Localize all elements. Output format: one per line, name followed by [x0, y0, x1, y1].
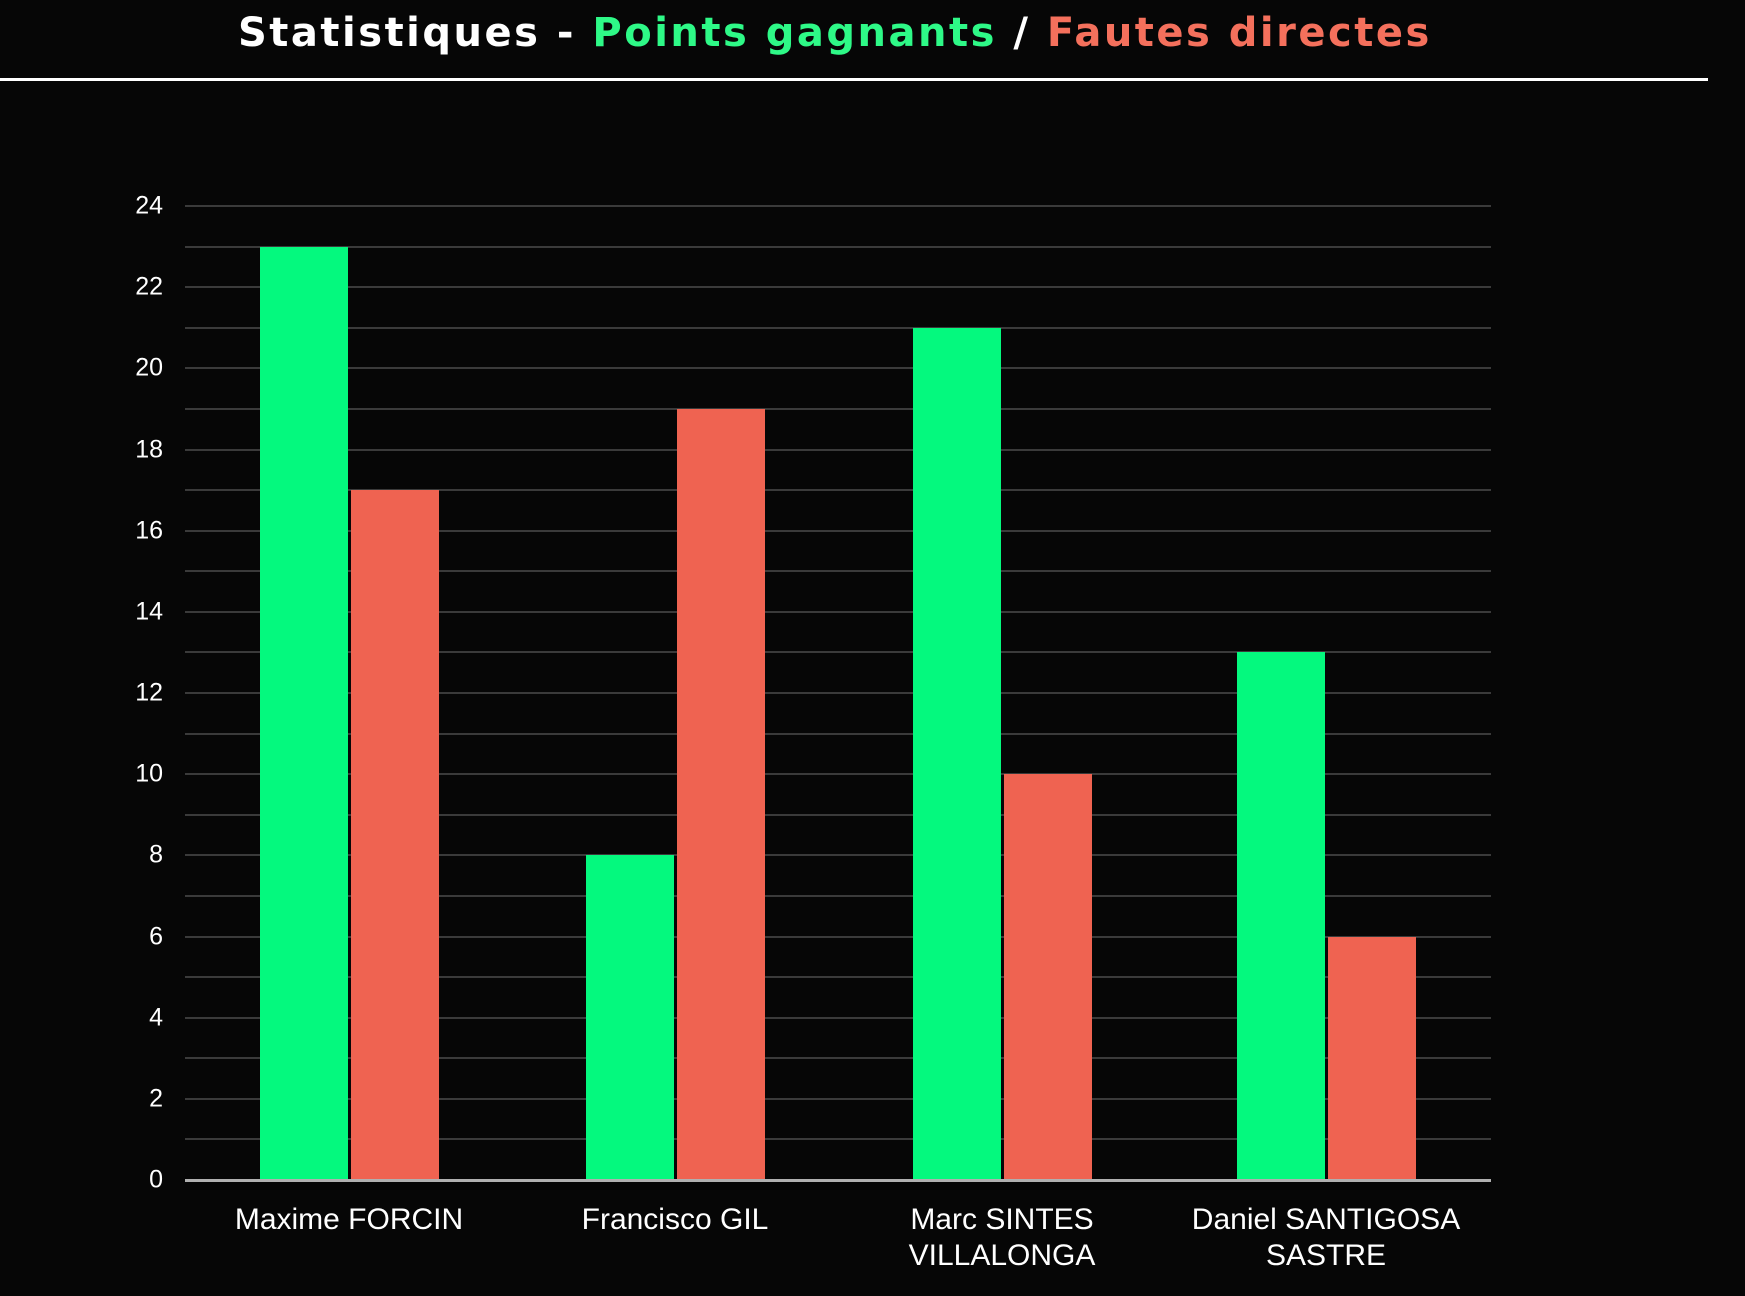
gridline-y9 [185, 813, 1491, 816]
x-category-label-line: VILLALONGA [908, 1239, 1096, 1272]
gridline-y5 [185, 976, 1491, 979]
gridline-y19 [185, 407, 1491, 410]
y-tick-label-18: 18 [135, 435, 163, 463]
y-tick-label-22: 22 [135, 272, 163, 301]
gridline-y6 [185, 935, 1491, 938]
y-tick-label-14: 14 [135, 597, 163, 626]
gridline-y15 [185, 570, 1491, 573]
title-slash: / [996, 10, 1047, 56]
y-tick-label-6: 6 [149, 922, 163, 950]
gridline-y21 [185, 326, 1491, 329]
title-prefix: Statistiques - [238, 10, 593, 56]
x-category-label-line: Maxime FORCIN [234, 1203, 464, 1236]
y-tick-label-0: 0 [149, 1165, 163, 1194]
x-category-label-2: Francisco GIL [465, 1202, 885, 1238]
title-rule [0, 78, 1708, 81]
gridline-y3 [185, 1057, 1491, 1060]
gridline-y24 [185, 205, 1491, 207]
x-category-label-1: Maxime FORCIN [139, 1202, 559, 1238]
x-category-label-line: SASTRE [1265, 1239, 1387, 1272]
gridline-y16 [185, 529, 1491, 532]
bar-fautes-directes-1 [350, 490, 439, 1180]
gridline-y18 [185, 448, 1491, 451]
y-tick-label-20: 20 [135, 353, 163, 382]
bar-fautes-directes-4 [1327, 936, 1416, 1180]
y-tick-label-4: 4 [149, 1003, 163, 1032]
y-tick-label-16: 16 [135, 516, 163, 545]
y-tick-label-24: 24 [135, 191, 163, 220]
gridline-y23 [185, 245, 1491, 248]
x-axis-line [185, 1179, 1491, 1182]
chart-title: Statistiques - Points gagnants / Fautes … [238, 10, 1432, 56]
bar-points-gagnants-3 [912, 327, 1001, 1180]
gridline-y11 [185, 732, 1491, 735]
y-tick-label-12: 12 [135, 678, 163, 707]
gridline-y10 [185, 773, 1491, 776]
gridline-y12 [185, 692, 1491, 694]
gridline-y20 [185, 367, 1491, 370]
gridline-y14 [185, 610, 1491, 613]
gridline-y1 [185, 1138, 1491, 1141]
gridline-y13 [185, 651, 1491, 654]
bar-fautes-directes-2 [676, 408, 765, 1180]
bar-points-gagnants-4 [1236, 652, 1325, 1180]
y-tick-label-2: 2 [149, 1084, 163, 1113]
bar-points-gagnants-1 [259, 246, 348, 1180]
gridline-y4 [185, 1016, 1491, 1019]
y-tick-label-10: 10 [135, 759, 163, 788]
x-category-label-line: Marc SINTES [910, 1203, 1094, 1236]
y-tick-label-8: 8 [149, 840, 163, 869]
gridline-y7 [185, 894, 1491, 897]
bar-fautes-directes-3 [1003, 774, 1092, 1180]
x-category-label-line: Daniel SANTIGOSA [1191, 1203, 1461, 1236]
x-category-label-4: Daniel SANTIGOSA SASTRE [1116, 1202, 1536, 1274]
gridline-y17 [185, 489, 1491, 492]
gridline-y8 [185, 854, 1491, 857]
x-category-label-line: Francisco GIL [581, 1203, 769, 1236]
bar-points-gagnants-2 [585, 855, 674, 1180]
gridline-y2 [185, 1097, 1491, 1100]
title-series-winners-label: Points gagnants [592, 10, 997, 56]
x-category-label-3: Marc SINTES VILLALONGA [792, 1202, 1212, 1274]
gridline-y22 [185, 286, 1491, 289]
title-series-faults-label: Fautes directes [1046, 10, 1432, 56]
